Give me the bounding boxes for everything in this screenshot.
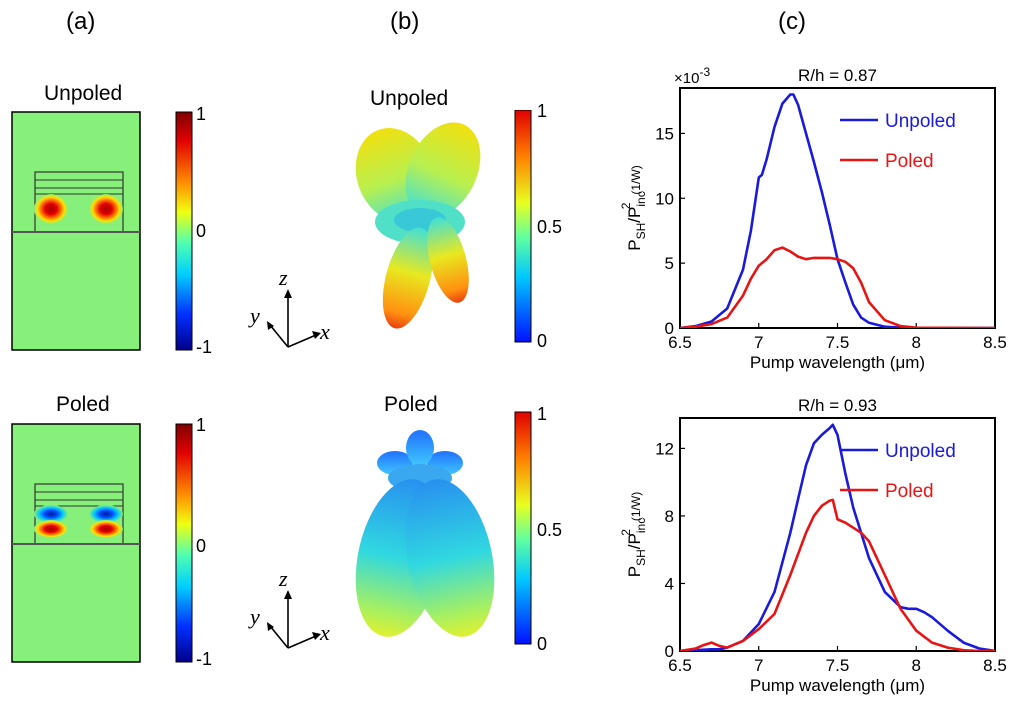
mode-map-poled-tick-min: -1	[196, 649, 212, 670]
y-label-sup: 2	[619, 202, 633, 209]
y-label-unit: (1/W)	[629, 165, 643, 194]
x-tick-label: 7	[754, 656, 763, 675]
far-field-poled-tick-min: 0	[537, 634, 547, 655]
panel-label-a: (a)	[66, 8, 95, 36]
legend-label-unpoled: Unpoled	[885, 111, 956, 132]
panel-label-b: (b)	[390, 8, 419, 36]
legend-label-poled: Poled	[885, 151, 934, 172]
y-tick-label: 0	[665, 319, 674, 338]
axis-y-label-top: y	[250, 303, 260, 329]
x-axis-label: Pump wavelength (μm)	[750, 353, 925, 372]
y-axis-label: PSH/Pinc2(1/W)	[619, 165, 648, 250]
y-tick-label: 0	[665, 642, 674, 661]
x-tick-label: 8.5	[983, 333, 1007, 352]
axis-y-label-bottom: y	[250, 604, 260, 630]
x-tick-label: 7.5	[826, 656, 850, 675]
y-multiplier: ×10-3	[674, 65, 710, 87]
x-tick-label: 8	[912, 333, 921, 352]
mode-map-unpoled-tick-min: -1	[196, 337, 212, 358]
mode-map-unpoled-tick-mid: 0	[196, 221, 206, 242]
y-tick-label: 4	[665, 574, 674, 593]
series-line-poled	[680, 248, 995, 328]
y-multiplier-exponent: -3	[699, 65, 710, 79]
axis-z-label-top: z	[279, 265, 288, 291]
far-field-unpoled-tick-max: 1	[537, 101, 547, 122]
axis-x-label-bottom: x	[320, 620, 330, 646]
y-label-sup: 2	[619, 529, 633, 536]
far-field-unpoled-tick-mid: 0.5	[537, 217, 562, 238]
y-tick-label: 8	[665, 507, 674, 526]
series-line-poled	[680, 500, 995, 651]
y-label-sub-sh: SH	[634, 549, 648, 566]
x-axis-label: Pump wavelength (μm)	[750, 676, 925, 695]
mode-map-unpoled-tick-max: 1	[196, 104, 206, 125]
x-tick-label: 7.5	[826, 333, 850, 352]
mode-map-poled-tick-mid: 0	[196, 536, 206, 557]
y-label-unit: (1/W)	[629, 492, 643, 521]
x-tick-label: 8	[912, 656, 921, 675]
far-field-poled-tick-mid: 0.5	[537, 520, 562, 541]
legend-label-poled: Poled	[885, 481, 934, 502]
panel-label-c: (c)	[778, 8, 806, 36]
chart-title: R/h = 0.87	[798, 66, 877, 85]
y-axis-label: PSH/Pinc2(1/W)	[619, 492, 648, 577]
chart-title: R/h = 0.93	[798, 396, 877, 415]
y-tick-label: 15	[655, 124, 674, 143]
legend-label-unpoled: Unpoled	[885, 441, 956, 462]
y-tick-label: 10	[655, 189, 674, 208]
far-field-unpoled-tick-min: 0	[537, 331, 547, 352]
mode-map-poled-tick-max: 1	[196, 415, 206, 436]
axis-z-label-bottom: z	[279, 566, 288, 592]
y-tick-label: 5	[665, 254, 674, 273]
y-tick-label: 12	[655, 439, 674, 458]
y-label-main: P	[625, 239, 644, 250]
axis-x-label-top: x	[320, 319, 330, 345]
y-label-main: P	[625, 566, 644, 577]
x-tick-label: 8.5	[983, 656, 1007, 675]
y-label-sub-sh: SH	[634, 223, 648, 240]
x-tick-label: 7	[754, 333, 763, 352]
far-field-poled-tick-max: 1	[537, 404, 547, 425]
far-field-title-unpoled: Unpoled	[370, 87, 448, 111]
